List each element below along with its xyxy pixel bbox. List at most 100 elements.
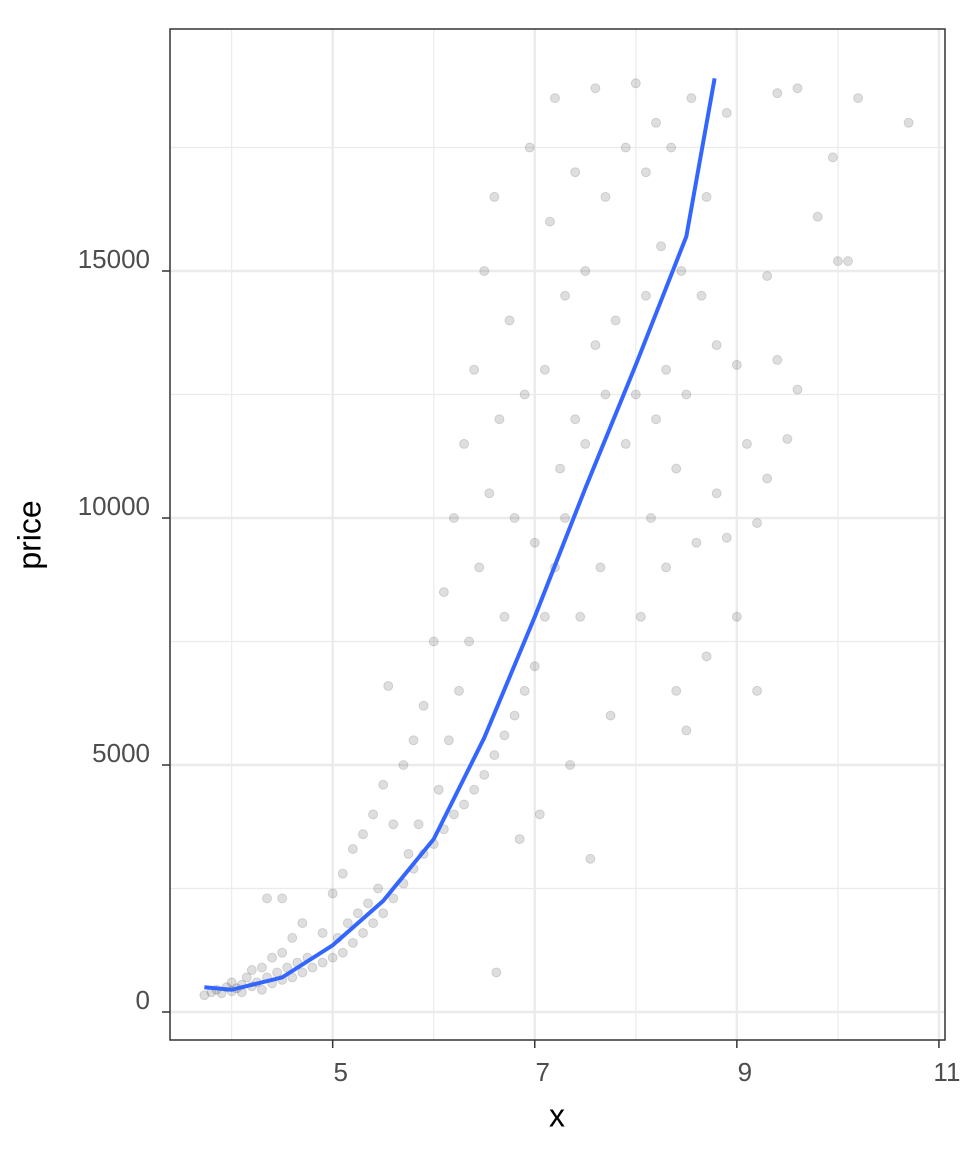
point [327, 888, 338, 899]
y-tick-label: 15000 [78, 244, 150, 274]
y-tick-label: 10000 [78, 491, 150, 521]
point [570, 167, 581, 178]
point [448, 809, 459, 820]
point [448, 513, 459, 524]
point [630, 389, 641, 400]
point [499, 730, 510, 741]
point [666, 142, 677, 153]
point [368, 809, 379, 820]
x-tick-label: 11 [933, 1057, 960, 1087]
point [297, 967, 308, 978]
point [549, 93, 560, 104]
point [373, 883, 384, 894]
x-tick-label: 7 [536, 1057, 550, 1087]
point [459, 799, 470, 810]
point [661, 364, 672, 375]
point [428, 636, 439, 647]
point [701, 191, 712, 202]
point [565, 759, 576, 770]
point [721, 107, 732, 118]
point [544, 216, 555, 227]
point [711, 488, 722, 499]
point [590, 83, 601, 94]
plot-marks [199, 77, 914, 1001]
point [762, 270, 773, 281]
point [585, 853, 596, 864]
point [686, 93, 697, 104]
axes: 5 7 9 11 0 5000 10000 15000 [78, 244, 960, 1087]
point [378, 908, 389, 919]
point [524, 142, 535, 153]
point [701, 651, 712, 662]
point [645, 513, 656, 524]
point [262, 893, 273, 904]
point [640, 290, 651, 301]
point [853, 93, 864, 104]
point [580, 438, 591, 449]
point [792, 384, 803, 395]
point [408, 735, 419, 746]
point [570, 414, 581, 425]
point [357, 829, 368, 840]
point [489, 750, 500, 761]
point [469, 364, 480, 375]
point [635, 611, 646, 622]
point [226, 977, 237, 988]
point [241, 972, 252, 983]
point [383, 680, 394, 691]
y-tick-label: 5000 [92, 738, 150, 768]
point [433, 784, 444, 795]
point [590, 340, 601, 351]
point [752, 685, 763, 696]
point [610, 315, 621, 326]
point [651, 414, 662, 425]
point [519, 685, 530, 696]
point [246, 965, 257, 976]
point [560, 513, 571, 524]
y-tick-label: 0 [136, 985, 150, 1015]
point [620, 438, 631, 449]
x-tick-label: 9 [738, 1057, 752, 1087]
point [555, 463, 566, 474]
point [509, 513, 520, 524]
point [696, 290, 707, 301]
point [413, 819, 424, 830]
point [676, 266, 687, 277]
point [438, 587, 449, 598]
point [529, 661, 540, 672]
point [792, 83, 803, 94]
point [307, 962, 318, 973]
point [489, 191, 500, 202]
point [267, 952, 278, 963]
point [812, 211, 823, 222]
point [575, 611, 586, 622]
point [671, 463, 682, 474]
point [388, 819, 399, 830]
point [605, 710, 616, 721]
point [403, 848, 414, 859]
point [368, 918, 379, 929]
point [514, 834, 525, 845]
point [317, 927, 328, 938]
point [580, 266, 591, 277]
point [661, 562, 672, 573]
point [640, 167, 651, 178]
point [832, 256, 843, 267]
point [459, 438, 470, 449]
point [469, 784, 480, 795]
point [827, 152, 838, 163]
point [363, 898, 374, 909]
point [327, 952, 338, 963]
point [560, 290, 571, 301]
point [772, 88, 783, 99]
point [453, 685, 464, 696]
point [691, 537, 702, 548]
point [772, 354, 783, 365]
point [479, 769, 490, 780]
point [199, 990, 210, 1001]
point [539, 611, 550, 622]
point [388, 893, 399, 904]
grid [170, 29, 945, 1040]
point [342, 918, 353, 929]
